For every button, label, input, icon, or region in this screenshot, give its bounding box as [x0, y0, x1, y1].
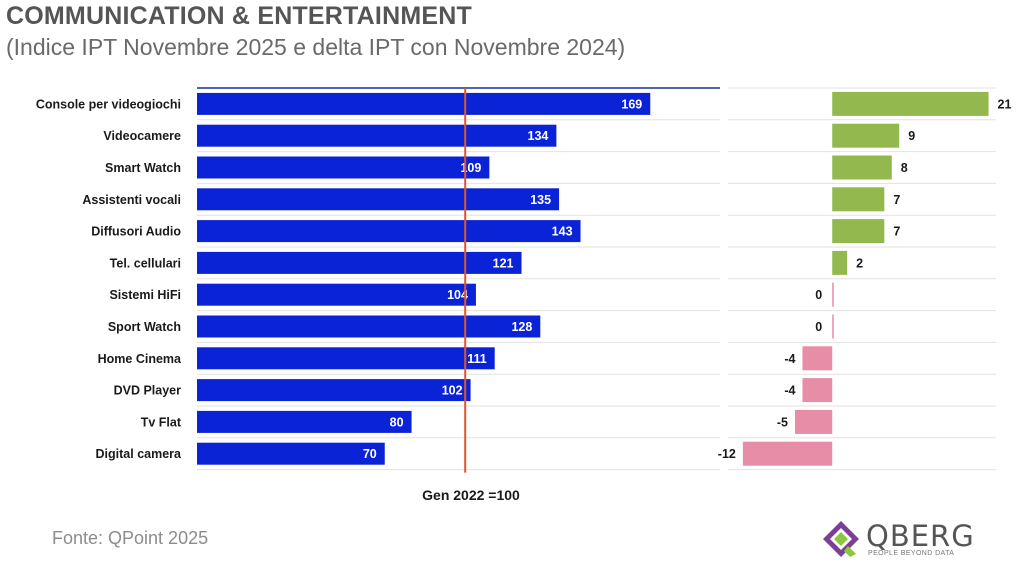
delta-bars: [742, 91, 989, 466]
index-bar: [197, 92, 651, 115]
index-bar: [197, 442, 385, 465]
index-value-label: 70: [363, 447, 377, 461]
category-label: Diffusori Audio: [91, 225, 181, 239]
index-bar: [197, 347, 495, 370]
delta-value-label: 0: [815, 320, 822, 334]
index-bar: [197, 379, 471, 402]
category-label: Videocamere: [103, 129, 181, 143]
delta-value-label: -5: [777, 415, 788, 429]
qberg-logo-icon: [823, 521, 859, 557]
delta-value-label: 9: [908, 129, 915, 143]
index-bar: [197, 315, 541, 338]
index-bar: [197, 156, 490, 179]
source-note: Fonte: QPoint 2025: [52, 528, 209, 548]
category-label: Digital camera: [96, 447, 183, 461]
index-value-label: 134: [528, 129, 549, 143]
category-label: Console per videogiochi: [36, 97, 181, 111]
reference-line-label: Gen 2022 =100: [422, 487, 520, 503]
category-labels: Console per videogiochi Videocamere Smart …: [36, 97, 182, 461]
category-label: Sistemi HiFi: [109, 288, 181, 302]
delta-value-label: -12: [718, 447, 736, 461]
delta-bar: [795, 409, 833, 434]
category-label: Tel. cellulari: [110, 256, 181, 270]
delta-bar: [802, 378, 833, 403]
index-value-label: 169: [621, 97, 642, 111]
category-label: Assistenti vocali: [82, 193, 181, 207]
category-label: Tv Flat: [141, 415, 182, 429]
delta-bar: [832, 187, 885, 212]
delta-bar: [802, 346, 833, 371]
delta-value-label: -4: [784, 384, 795, 398]
delta-value-label: 8: [901, 161, 908, 175]
logo-name: QBERG: [866, 519, 975, 553]
delta-value-label: 7: [893, 193, 900, 207]
index-value-labels: 169 134 109 135 143 121 104 128 111 102 80 70: [363, 97, 642, 461]
category-label: Home Cinema: [98, 352, 182, 366]
index-bars: [197, 92, 651, 465]
index-value-label: 128: [511, 320, 532, 334]
delta-bar: [832, 155, 892, 180]
delta-bar: [832, 282, 834, 307]
index-value-label: 111: [467, 352, 487, 366]
category-label: Sport Watch: [108, 320, 181, 334]
index-value-label: 143: [552, 225, 573, 239]
delta-bar: [832, 123, 900, 148]
delta-value-labels: 21 9 8 7 7 2 0 0 -4 -4 -5 -12: [718, 97, 1012, 461]
index-bar: [197, 410, 412, 433]
index-bar: [197, 124, 557, 147]
index-value-label: 109: [460, 161, 481, 175]
delta-value-label: -4: [784, 352, 795, 366]
delta-chart-grid: [728, 87, 996, 471]
chart-area: Console per videogiochi Videocamere Smart …: [36, 87, 1012, 503]
index-bar: [197, 283, 476, 306]
index-bar: [197, 188, 560, 211]
chart-title: COMMUNICATION & ENTERTAINMENT: [6, 2, 472, 30]
index-bar: [197, 220, 581, 243]
index-value-label: 104: [447, 288, 468, 302]
category-label: Smart Watch: [105, 161, 181, 175]
index-value-label: 135: [530, 193, 551, 207]
qberg-logo: QBERG PEOPLE BEYOND DATA: [822, 519, 975, 560]
index-value-label: 121: [493, 256, 514, 270]
index-chart-grid: [197, 87, 720, 471]
delta-value-label: 21: [998, 97, 1012, 111]
logo-tagline: PEOPLE BEYOND DATA: [868, 550, 955, 557]
category-label: DVD Player: [114, 384, 182, 398]
delta-bar: [832, 250, 848, 275]
reference-line-group: Gen 2022 =100: [422, 88, 520, 503]
delta-value-label: 0: [815, 288, 822, 302]
delta-value-label: 7: [893, 225, 900, 239]
delta-value-label: 2: [856, 256, 863, 270]
delta-bar: [832, 314, 834, 339]
index-value-label: 102: [442, 384, 463, 398]
delta-bar: [742, 441, 833, 466]
index-value-label: 80: [390, 415, 404, 429]
chart-subtitle: (Indice IPT Novembre 2025 e delta IPT co…: [6, 34, 626, 60]
delta-bar: [832, 91, 989, 116]
delta-bar: [832, 219, 885, 244]
index-bar: [197, 251, 522, 274]
